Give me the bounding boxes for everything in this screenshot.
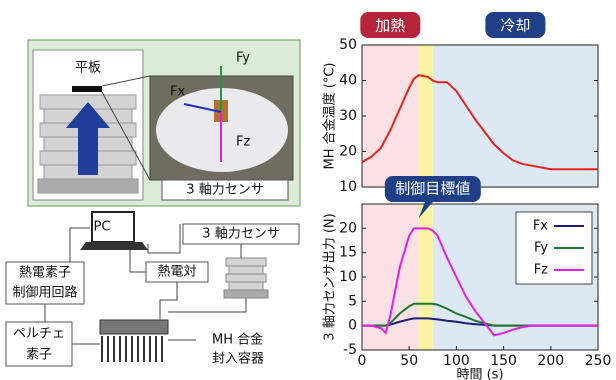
diagram: 平板 Fy Fx Fz 3 軸力センサ PC 3 軸力センサ 熱電素子 制御用回… <box>6 40 300 367</box>
legend-label: Fx <box>533 219 548 234</box>
peltier-label: 素子 <box>26 348 52 363</box>
circuit-label: 制御用回路 <box>12 285 77 301</box>
x-tick-label: 250 <box>585 353 612 369</box>
container-label: MH 合金 <box>212 332 263 348</box>
pc-label: PC <box>94 220 111 235</box>
plate-label: 平板 <box>75 61 101 76</box>
y-tick-label: 30 <box>339 108 357 124</box>
x-tick-label: 0 <box>358 353 367 369</box>
container-label: 封入容器 <box>212 351 264 367</box>
heatsink <box>102 336 162 362</box>
circuit-label: 熱電素子 <box>19 266 71 281</box>
x-tick-label: 200 <box>537 353 564 369</box>
y-tick-label: 10 <box>339 269 357 285</box>
region <box>419 204 433 350</box>
fz-label: Fz <box>236 135 250 150</box>
thermocouple-label: 熱電対 <box>157 265 196 280</box>
y-tick-label: 0 <box>348 318 357 334</box>
region <box>419 45 433 187</box>
x-tick-label: 50 <box>400 353 418 369</box>
photo-caption: 3 軸力センサ <box>186 183 263 198</box>
y-tick-label: 20 <box>339 220 357 236</box>
y-tick-label: 50 <box>339 37 357 53</box>
y-tick-label: 5 <box>348 293 357 309</box>
figure: 平板 Fy Fx Fz 3 軸力センサ PC 3 軸力センサ 熱電素子 制御用回… <box>0 0 616 380</box>
y-tick-label: 15 <box>339 245 357 261</box>
fx-label: Fx <box>170 85 185 100</box>
container <box>100 320 168 334</box>
y-axis-label: MH 合金温度 (°C) <box>322 63 338 170</box>
sensor-label: 3 軸力センサ <box>202 227 279 242</box>
peltier-label: ペルチェ <box>13 327 65 342</box>
region <box>362 204 419 350</box>
region-label: 冷却 <box>500 17 530 35</box>
region-label: 加熱 <box>375 17 405 35</box>
pc-base <box>80 242 148 250</box>
y-tick-label: 10 <box>339 179 357 195</box>
legend-label: Fy <box>534 241 548 256</box>
region <box>433 45 598 187</box>
small-bellows <box>224 258 268 298</box>
y-axis-label: 3 軸力センサ出力 (N) <box>323 213 338 340</box>
annotation: 制御目標値 <box>395 180 470 198</box>
y-tick-label: 20 <box>339 144 357 160</box>
fy-label: Fy <box>236 51 250 66</box>
legend-label: Fz <box>534 263 548 278</box>
plate <box>72 86 102 92</box>
y-tick-label: 40 <box>339 73 357 89</box>
region <box>362 45 419 187</box>
x-axis-label: 時間 (s) <box>456 368 503 380</box>
y-tick-label: -5 <box>343 342 357 358</box>
